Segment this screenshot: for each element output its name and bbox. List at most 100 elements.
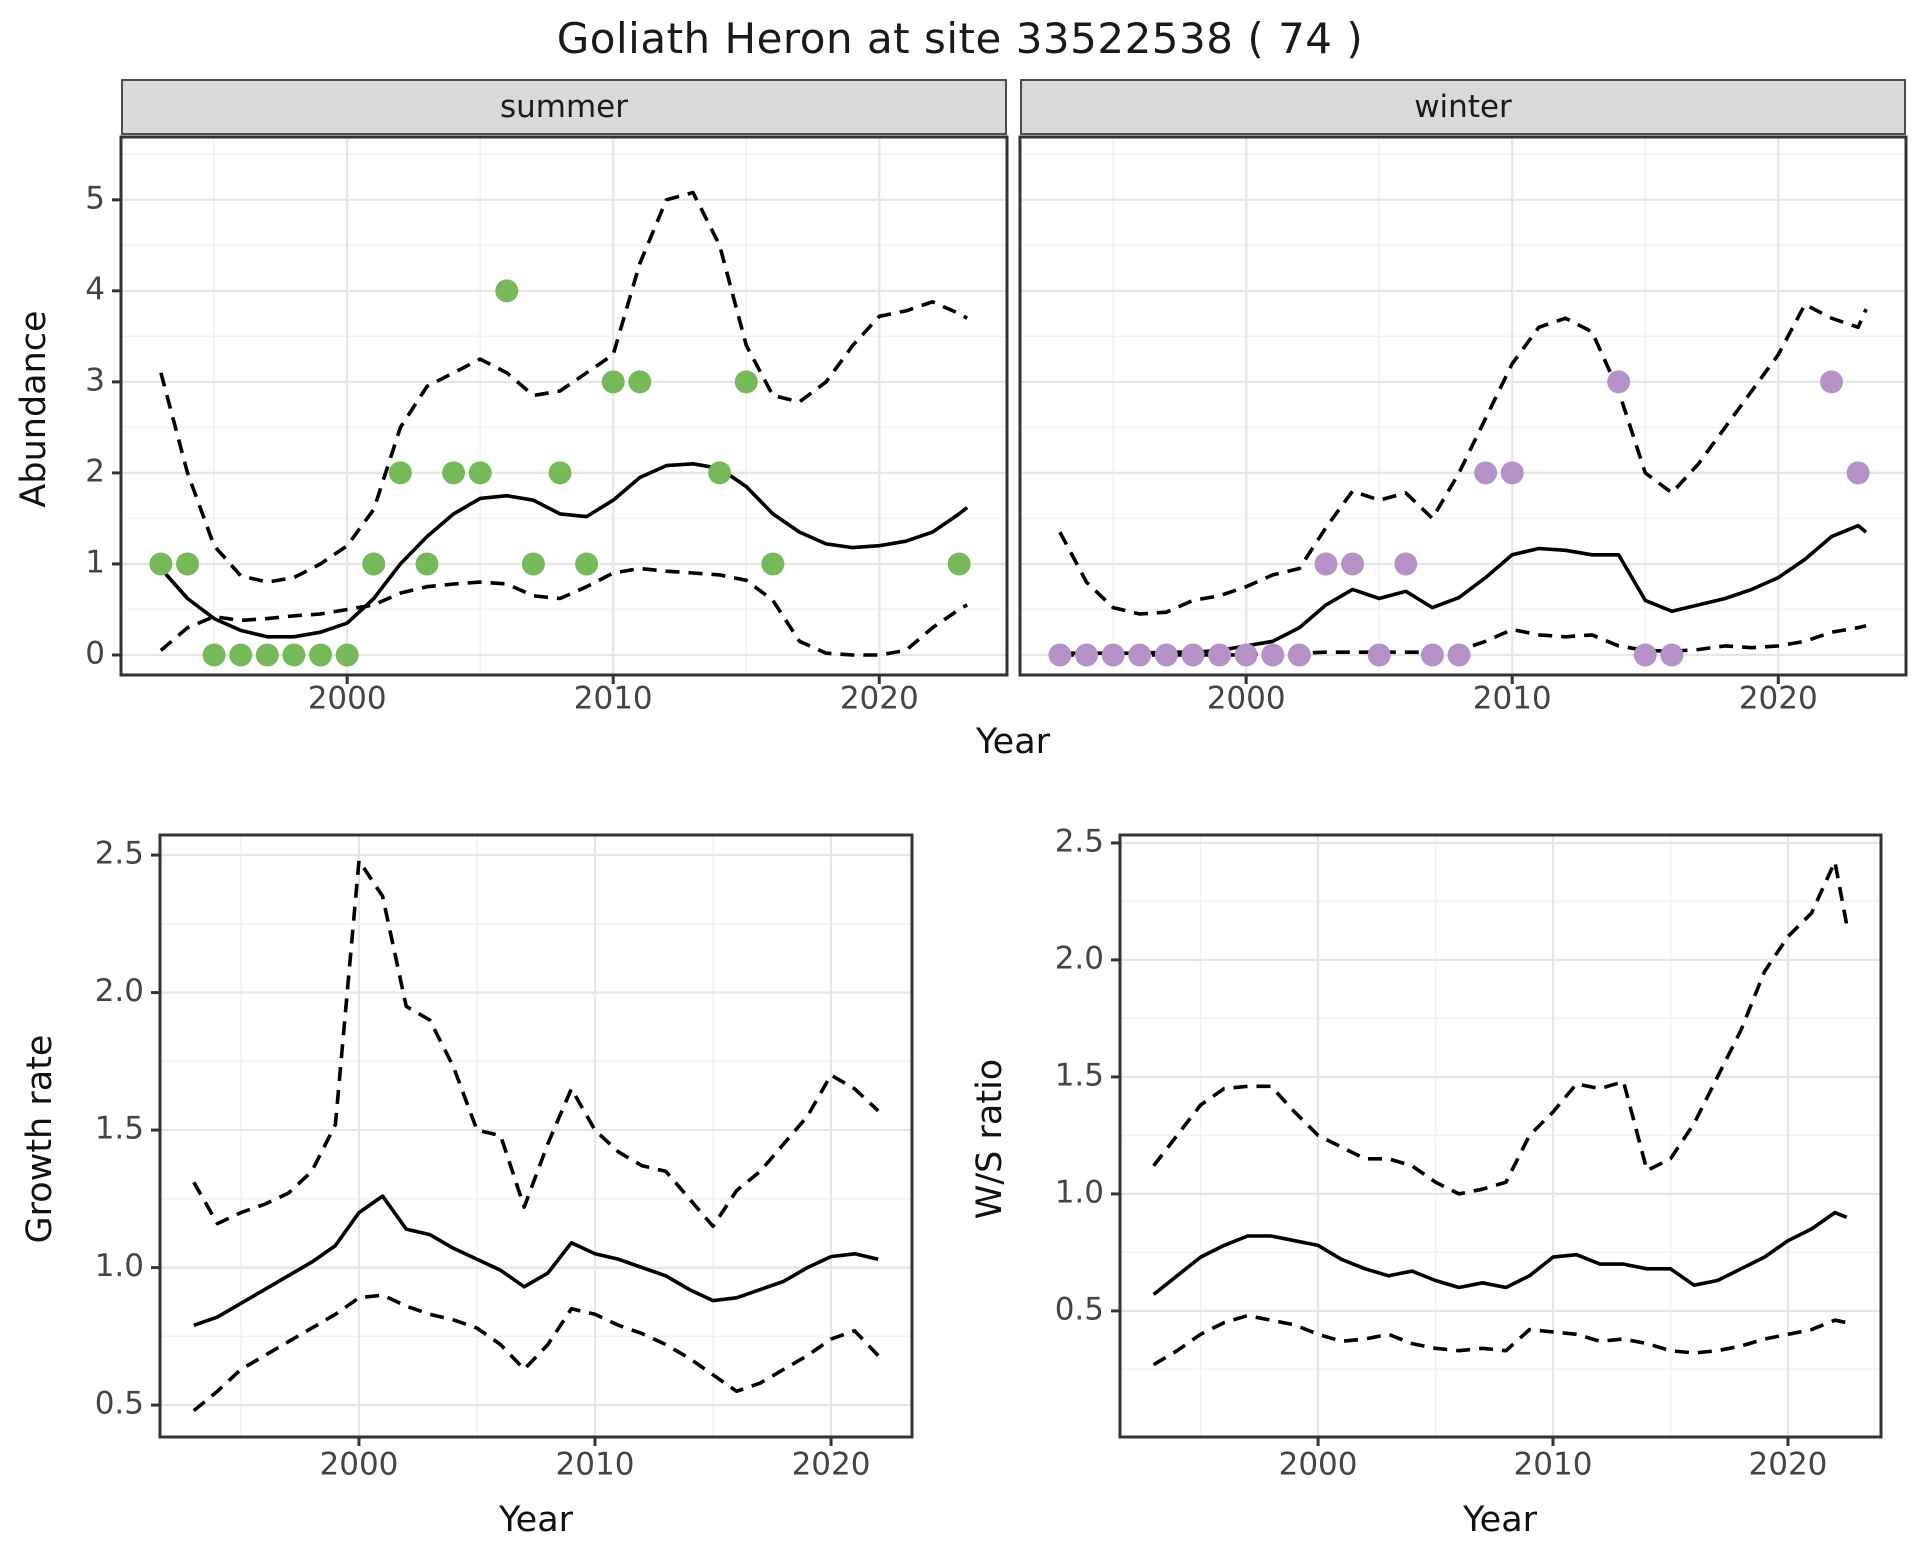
observation-point — [1633, 643, 1657, 667]
fit-line — [159, 462, 969, 639]
y-tick-label: 1 — [85, 544, 105, 580]
y-tick-label: 3 — [85, 362, 105, 398]
chart-title: Goliath Heron at site 33522538 ( 74 ) — [556, 14, 1364, 63]
lower-ci-line — [1152, 1313, 1848, 1367]
y-tick-label: 1.5 — [95, 1111, 144, 1147]
facet-strip-summer-label: summer — [499, 89, 628, 125]
upper-ci-line — [1152, 859, 1849, 1196]
lower-ci-line — [1059, 624, 1867, 657]
observation-point — [1474, 461, 1498, 485]
observation-point — [1341, 552, 1365, 576]
x-tick-label: 2000 — [1279, 1447, 1358, 1483]
upper-ci-line — [1058, 302, 1868, 616]
panel-background — [160, 835, 912, 1437]
observation-point — [1261, 643, 1285, 667]
observation-point — [1420, 643, 1444, 667]
y-tick-label: 2.0 — [1055, 940, 1104, 976]
observation-point — [1820, 370, 1844, 394]
observation-point — [149, 552, 173, 576]
observation-point — [1234, 643, 1258, 667]
x-tick-label: 2010 — [574, 681, 653, 717]
observation-point — [601, 370, 625, 394]
observation-point — [388, 461, 412, 485]
panel-border — [1018, 135, 1908, 677]
y-tick-label: 5 — [85, 180, 105, 216]
observation-point — [1447, 643, 1471, 667]
x-tick-label: 2020 — [1749, 1447, 1828, 1483]
observation-point — [1500, 461, 1524, 485]
y-tick-label: 0.5 — [1055, 1291, 1104, 1327]
observation-point — [229, 643, 253, 667]
summer-panel: 2000 2010 2020 0 1 2 3 4 5 — [85, 135, 1009, 717]
y-tick-label: 4 — [85, 271, 105, 307]
y-axis-title-growth-rate: Growth rate — [20, 1034, 60, 1244]
observation-point — [255, 643, 279, 667]
ws-ratio-panel: 2000 2010 2020 0.5 1.0 1.5 2.0 2.5 — [1055, 823, 1883, 1483]
x-axis-title-year-bottom-right: Year — [1462, 1500, 1538, 1540]
observation-point — [761, 552, 785, 576]
observation-point — [628, 370, 652, 394]
x-tick-label: 2020 — [1739, 681, 1818, 717]
panel-background — [121, 137, 1007, 675]
observation-point — [947, 552, 971, 576]
facet-strip-winter: winter — [1020, 79, 1906, 135]
observation-point — [1394, 552, 1418, 576]
observation-point — [202, 643, 226, 667]
observation-point — [1181, 643, 1205, 667]
y-tick-label: 0.5 — [95, 1386, 144, 1422]
y-tick-label: 2.0 — [95, 973, 144, 1009]
observation-point — [362, 552, 386, 576]
observation-point — [309, 643, 333, 667]
growth-rate-panel: 2000 2010 2020 0.5 1.0 1.5 2.0 2.5 — [95, 833, 914, 1483]
winter-panel: 2000 2010 2020 — [1018, 135, 1908, 717]
x-tick-label: 2010 — [1514, 1447, 1593, 1483]
x-tick-label: 2010 — [1473, 681, 1552, 717]
observation-point — [1048, 643, 1072, 667]
y-tick-label: 2 — [85, 453, 105, 489]
x-axis-title-year-bottom-left: Year — [498, 1500, 574, 1540]
observation-point — [468, 461, 492, 485]
fit-line — [1152, 1210, 1848, 1296]
observation-point — [1846, 461, 1870, 485]
observation-point — [1607, 370, 1631, 394]
observation-point — [495, 279, 519, 303]
upper-ci-line — [192, 858, 880, 1229]
observation-point — [1660, 643, 1684, 667]
x-axis-title-year-top: Year — [975, 722, 1051, 762]
x-tick-label: 2000 — [320, 1447, 399, 1483]
observation-point — [1314, 552, 1338, 576]
y-tick-label: 1.0 — [95, 1248, 144, 1284]
x-tick-label: 2000 — [308, 681, 387, 717]
upper-ci-line — [159, 190, 968, 584]
panel-border — [158, 833, 914, 1439]
panel-border — [119, 135, 1009, 677]
observation-point — [1287, 643, 1311, 667]
y-tick-label: 0 — [85, 635, 105, 671]
y-tick-label: 2.5 — [95, 836, 144, 872]
x-tick-label: 2020 — [792, 1447, 871, 1483]
observation-point — [1128, 643, 1152, 667]
fit-line — [193, 1194, 879, 1328]
y-tick-label: 1.0 — [1055, 1174, 1104, 1210]
observation-point — [708, 461, 732, 485]
observation-point — [1154, 643, 1178, 667]
observation-point — [575, 552, 599, 576]
observation-point — [415, 552, 439, 576]
lower-ci-line — [192, 1293, 880, 1412]
y-axis-title-ws-ratio: W/S ratio — [970, 1058, 1010, 1220]
observation-point — [442, 461, 466, 485]
y-tick-label: 1.5 — [1055, 1057, 1104, 1093]
y-tick-label: 2.5 — [1055, 823, 1104, 859]
observation-point — [1208, 643, 1232, 667]
observation-point — [282, 643, 306, 667]
x-tick-label: 2000 — [1207, 681, 1286, 717]
facet-strip-winter-label: winter — [1414, 89, 1512, 125]
observation-point — [734, 370, 758, 394]
observation-point — [335, 643, 359, 667]
observation-point — [1101, 643, 1125, 667]
observation-point — [521, 552, 545, 576]
lower-ci-line — [159, 566, 968, 657]
panel-border — [1118, 833, 1883, 1439]
